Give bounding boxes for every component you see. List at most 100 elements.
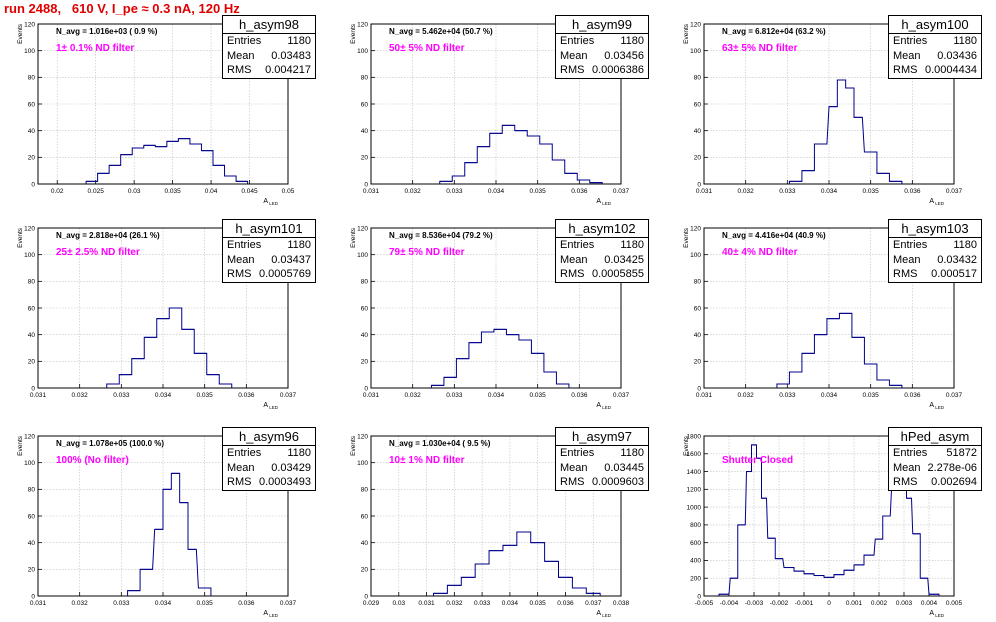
stats-key: Entries: [893, 239, 928, 251]
stats-value: 1180: [620, 35, 644, 47]
navg-text: N_avg = 1.078e+05 (100.0 %): [56, 439, 165, 448]
stats-box: h_asym97 Entries 1180 Mean 0.03445 RMS 0.00096…: [555, 427, 649, 491]
histogram-panel: 0.029 0.03 0.031 0.032 0.033 0.034 0.035 0.036 0…: [333, 427, 653, 622]
navg-text: N_avg = 8.536e+04 (79.2 %): [389, 231, 493, 240]
y-tick-label: 120: [24, 433, 35, 440]
y-tick-label: 20: [28, 155, 36, 162]
x-tick-label: 0.031: [30, 392, 47, 399]
x-tick-label: 0.005: [946, 600, 963, 607]
histogram-panel: 0.031 0.032 0.033 0.034 0.035 0.036 0.037 0 20 40…: [666, 15, 986, 210]
y-tick-label: 20: [361, 359, 369, 366]
x-tick-label: 0.033: [779, 392, 796, 399]
x-tick-label: -0.002: [770, 600, 789, 607]
stats-key: Mean: [227, 253, 255, 266]
x-tick-label: 0.037: [613, 188, 630, 195]
x-tick-label: 0.03: [392, 600, 405, 607]
x-tick-label: 0.038: [613, 600, 630, 607]
histogram-curve: [106, 307, 233, 388]
x-tick-label: 0.037: [280, 600, 297, 607]
x-tick-label: 0.031: [30, 600, 47, 607]
stats-row: Mean 0.03483: [223, 49, 315, 64]
histogram-panel: 0.031 0.032 0.033 0.034 0.035 0.036 0.037 0 20 40…: [0, 427, 320, 622]
y-tick-label: 200: [690, 576, 701, 583]
navg-text: N_avg = 1.030e+04 ( 9.5 %): [389, 439, 491, 448]
y-tick-label: 100: [690, 252, 701, 259]
x-tick-label: 0.035: [530, 600, 547, 607]
navg-text: N_avg = 2.818e+04 (26.1 %): [56, 231, 160, 240]
stats-box: hPed_asym Entries 51872 Mean 2.278e-06 RMS 0.0…: [888, 427, 982, 491]
stats-key: Entries: [560, 447, 595, 459]
y-tick-label: 20: [361, 567, 369, 574]
x-tick-label: -0.005: [695, 600, 714, 607]
stats-row: RMS 0.000517: [889, 267, 981, 282]
x-tick-label: 0.033: [474, 600, 491, 607]
histogram-panel: 0.031 0.032 0.033 0.034 0.035 0.036 0.037 0 20 40…: [666, 219, 986, 414]
y-axis-label: Events: [350, 23, 357, 44]
stats-row: Entries 1180: [556, 446, 648, 461]
stats-key: RMS: [893, 268, 918, 280]
filter-label: 100% (No filter): [56, 455, 129, 466]
filter-label: 63± 5% ND filter: [722, 43, 798, 54]
stats-row: Entries 51872: [889, 446, 981, 461]
stats-key: Entries: [893, 35, 928, 47]
y-tick-label: 40: [28, 128, 36, 135]
y-tick-label: 80: [361, 279, 369, 286]
histogram-name: h_asym100: [889, 16, 981, 34]
y-tick-label: 120: [357, 433, 368, 440]
x-tick-label: 0.033: [446, 188, 463, 195]
filter-label: 79± 5% ND filter: [389, 247, 465, 258]
y-tick-label: 80: [28, 75, 36, 82]
stats-key: Mean: [227, 49, 255, 62]
stats-key: Mean: [227, 461, 255, 474]
y-tick-label: 80: [361, 75, 369, 82]
stats-row: Mean 0.03437: [223, 253, 315, 268]
x-tick-label: 0.033: [779, 188, 796, 195]
navg-text: N_avg = 6.812e+04 (63.2 %): [722, 27, 826, 36]
stats-row: RMS 0.004217: [223, 63, 315, 78]
y-axis-label: Events: [683, 435, 690, 456]
x-tick-label: 0.037: [613, 392, 630, 399]
histogram-name: h_asym99: [556, 16, 648, 34]
histogram-name: hPed_asym: [889, 428, 981, 446]
x-tick-label: 0.031: [363, 188, 380, 195]
x-tick-label: 0.036: [238, 392, 255, 399]
x-axis-label: A LED: [596, 610, 611, 618]
y-axis-label: Events: [683, 23, 690, 44]
x-tick-label: 0.037: [280, 392, 297, 399]
x-tick-label: 0.032: [405, 188, 422, 195]
y-tick-label: 400: [690, 558, 701, 565]
x-tick-label: 0.04: [205, 188, 218, 195]
x-tick-label: 0.037: [946, 392, 963, 399]
x-axis-label: A LED: [263, 610, 278, 618]
stats-row: Mean 0.03432: [889, 253, 981, 268]
stats-row: RMS 0.002694: [889, 475, 981, 490]
histogram-curve: [430, 328, 570, 388]
x-axis-label: A LED: [263, 402, 278, 410]
y-tick-label: 0: [31, 593, 35, 600]
x-tick-label: 0.031: [418, 600, 435, 607]
x-tick-label: 0.036: [904, 392, 921, 399]
x-tick-label: 0.035: [197, 392, 214, 399]
y-tick-label: 40: [694, 332, 702, 339]
stats-key: RMS: [560, 476, 585, 488]
y-tick-label: 120: [690, 21, 701, 28]
stats-key: RMS: [227, 268, 252, 280]
y-axis-label: Events: [17, 227, 24, 248]
stats-value: 0.03456: [604, 49, 644, 62]
stats-key: RMS: [227, 64, 252, 76]
stats-value: 1180: [287, 239, 311, 251]
y-tick-label: 0: [31, 385, 35, 392]
stats-key: RMS: [227, 476, 252, 488]
x-tick-label: 0.035: [164, 188, 181, 195]
stats-key: Entries: [227, 447, 262, 459]
x-tick-label: 0.029: [363, 600, 380, 607]
filter-label: 25± 2.5% ND filter: [56, 247, 140, 258]
stats-value: 0.0009603: [592, 476, 644, 488]
y-tick-label: 120: [357, 21, 368, 28]
x-tick-label: 0.036: [571, 392, 588, 399]
y-tick-label: 40: [361, 128, 369, 135]
x-tick-label: 0.045: [241, 188, 258, 195]
histogram-panel: 0.031 0.032 0.033 0.034 0.035 0.036 0.037 0 20 40…: [0, 219, 320, 414]
y-axis-label: Events: [17, 435, 24, 456]
stats-key: Mean: [893, 49, 921, 62]
